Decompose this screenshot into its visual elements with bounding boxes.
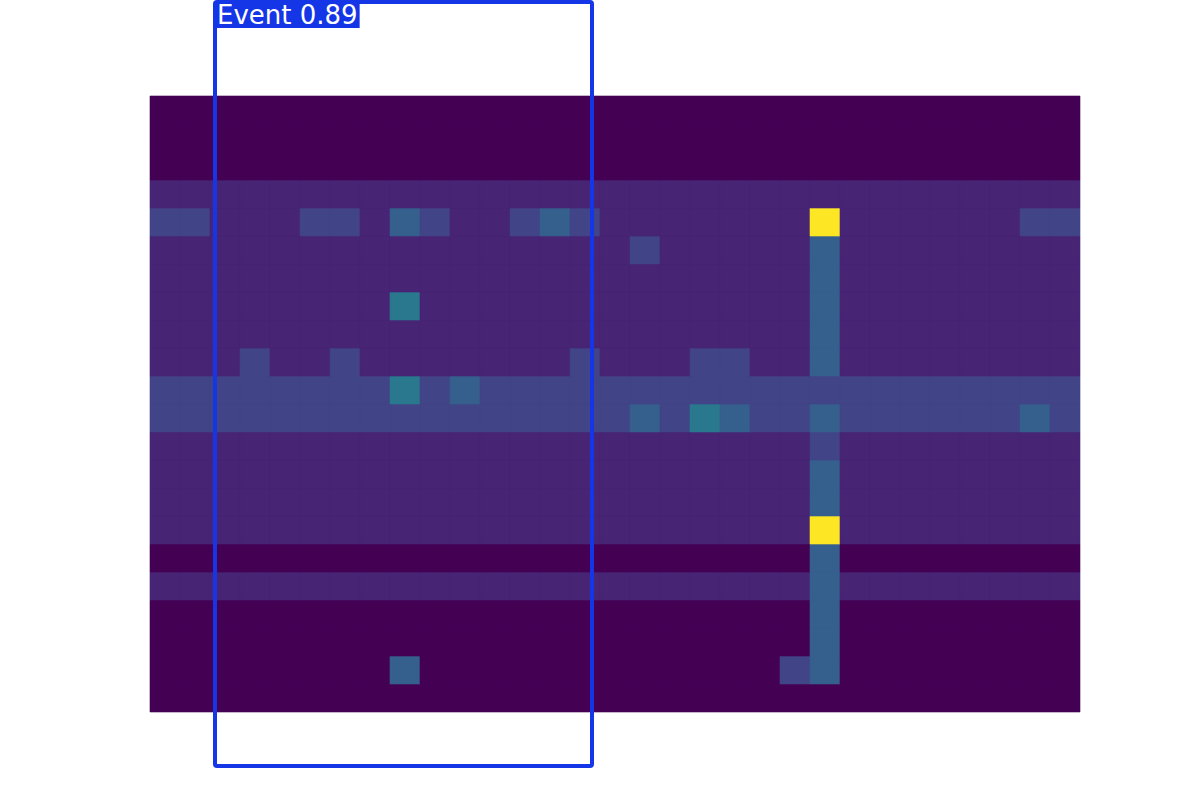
svg-text:Event 0.89: Event 0.89 bbox=[217, 0, 358, 30]
